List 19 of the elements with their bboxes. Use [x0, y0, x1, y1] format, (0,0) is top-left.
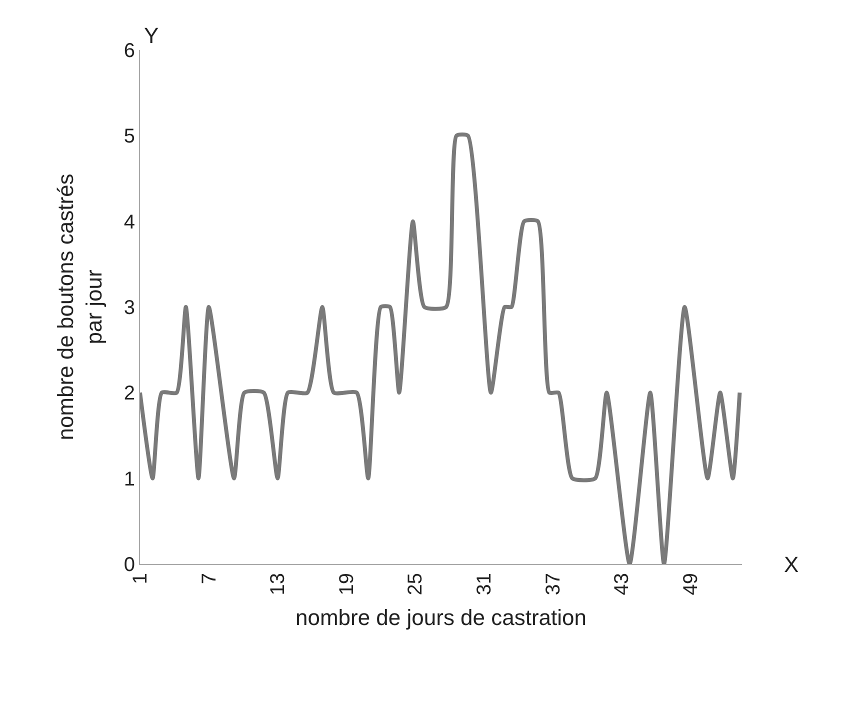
- y-tick-label: 3: [124, 297, 135, 319]
- x-tick-label: 19: [336, 573, 358, 596]
- y-tick-label: 0: [124, 554, 135, 576]
- x-tick-label: 49: [680, 573, 702, 596]
- y-tick-label: 6: [124, 40, 135, 62]
- y-tick-label: 1: [124, 468, 135, 490]
- x-tick-label: 43: [611, 573, 634, 596]
- x-axis-title: nombre de jours de castration: [295, 605, 587, 630]
- text: Y: [144, 23, 159, 48]
- y-tick-label: 2: [124, 382, 135, 405]
- text: X: [784, 552, 799, 577]
- x-tick-label: 37: [542, 573, 564, 596]
- x-tick-label: 25: [404, 573, 427, 596]
- y-tick-label: 5: [124, 126, 135, 148]
- x-tick-label: 13: [267, 573, 290, 596]
- y-tick-label: 4: [124, 211, 135, 234]
- x-tick-label: 7: [198, 573, 220, 584]
- y-axis-title: nombre de boutons castrés par jour: [53, 174, 107, 440]
- x-tick-label: 31: [474, 573, 496, 596]
